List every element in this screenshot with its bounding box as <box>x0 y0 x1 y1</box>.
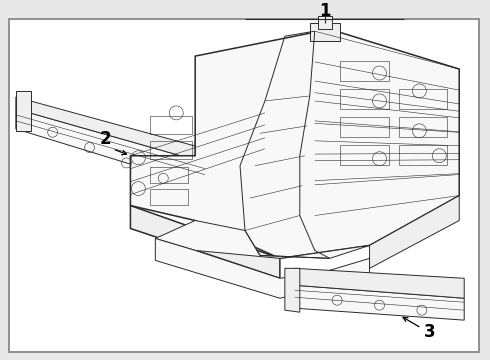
Polygon shape <box>16 109 205 186</box>
Polygon shape <box>16 97 205 163</box>
Bar <box>150 189 188 204</box>
Polygon shape <box>155 221 369 258</box>
Bar <box>340 61 390 81</box>
Bar <box>399 145 447 165</box>
Bar <box>150 116 192 134</box>
Text: 2: 2 <box>99 130 111 148</box>
Polygon shape <box>195 141 215 186</box>
Bar <box>340 89 390 109</box>
Text: 1: 1 <box>319 2 330 20</box>
Polygon shape <box>310 23 340 41</box>
Text: 3: 3 <box>423 323 435 341</box>
Polygon shape <box>295 285 464 320</box>
Polygon shape <box>16 91 31 131</box>
Bar <box>399 117 447 137</box>
Bar <box>399 89 447 109</box>
Polygon shape <box>295 268 464 298</box>
Polygon shape <box>130 29 459 258</box>
Polygon shape <box>130 206 280 278</box>
Polygon shape <box>285 268 300 312</box>
Polygon shape <box>369 195 459 268</box>
Polygon shape <box>318 16 332 29</box>
Bar <box>150 167 188 183</box>
Bar <box>340 117 390 137</box>
Polygon shape <box>155 238 369 298</box>
Bar <box>150 141 192 159</box>
Bar <box>340 145 390 165</box>
